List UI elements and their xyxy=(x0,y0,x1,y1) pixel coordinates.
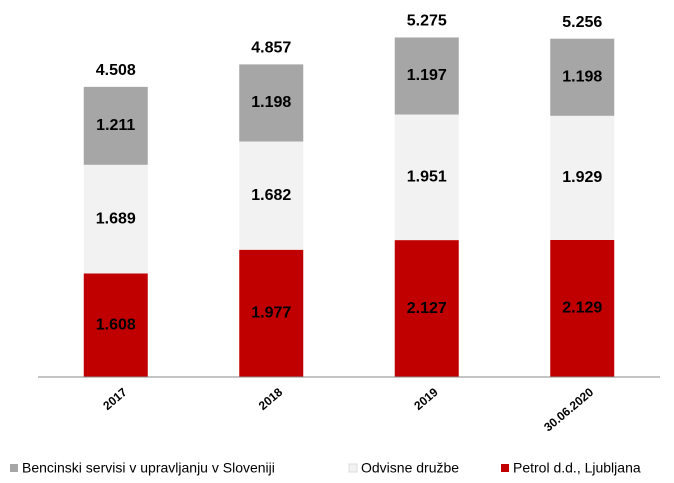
x-tick-label: 2019 xyxy=(411,385,441,413)
value-label: 2.129 xyxy=(562,300,602,317)
value-label: 1.929 xyxy=(562,169,602,186)
bar-segment xyxy=(239,64,304,142)
bar-segment xyxy=(394,114,459,241)
value-label: 1.951 xyxy=(407,169,447,186)
bar-segment xyxy=(550,38,615,116)
bar-segment xyxy=(239,141,304,250)
value-label: 1.198 xyxy=(251,94,291,111)
x-tick-label: 2017 xyxy=(100,385,130,413)
x-tick-label: 2018 xyxy=(256,385,286,413)
legend-swatch xyxy=(501,464,509,472)
bar-segment xyxy=(394,240,459,377)
total-label: 5.256 xyxy=(562,14,602,31)
bar-segment xyxy=(83,86,148,165)
bar-segment xyxy=(83,164,148,274)
value-label: 1.977 xyxy=(251,305,291,322)
legend-label: Odvisne družbe xyxy=(361,460,459,476)
bar-segment xyxy=(550,239,615,377)
legend-swatch xyxy=(10,464,18,472)
value-label: 1.689 xyxy=(96,210,136,227)
total-label: 5.275 xyxy=(407,13,447,30)
value-label: 1.211 xyxy=(96,117,135,134)
value-label: 1.197 xyxy=(407,67,447,84)
bar-segment xyxy=(239,249,304,377)
bar-segment xyxy=(550,115,615,240)
x-tick-label: 30.06.2020 xyxy=(541,385,596,435)
total-label: 4.508 xyxy=(96,62,136,79)
legend-label: Bencinski servisi v upravljanju v Sloven… xyxy=(22,460,275,476)
value-label: 1.682 xyxy=(251,187,291,204)
value-label: 2.127 xyxy=(407,300,447,317)
value-label: 1.608 xyxy=(96,316,136,333)
legend-label: Petrol d.d., Ljubljana xyxy=(513,460,641,476)
bar-segment xyxy=(394,37,459,115)
value-label: 1.198 xyxy=(562,68,602,85)
bar-segment xyxy=(83,273,148,377)
total-label: 4.857 xyxy=(251,40,291,57)
legend-swatch xyxy=(348,463,358,473)
